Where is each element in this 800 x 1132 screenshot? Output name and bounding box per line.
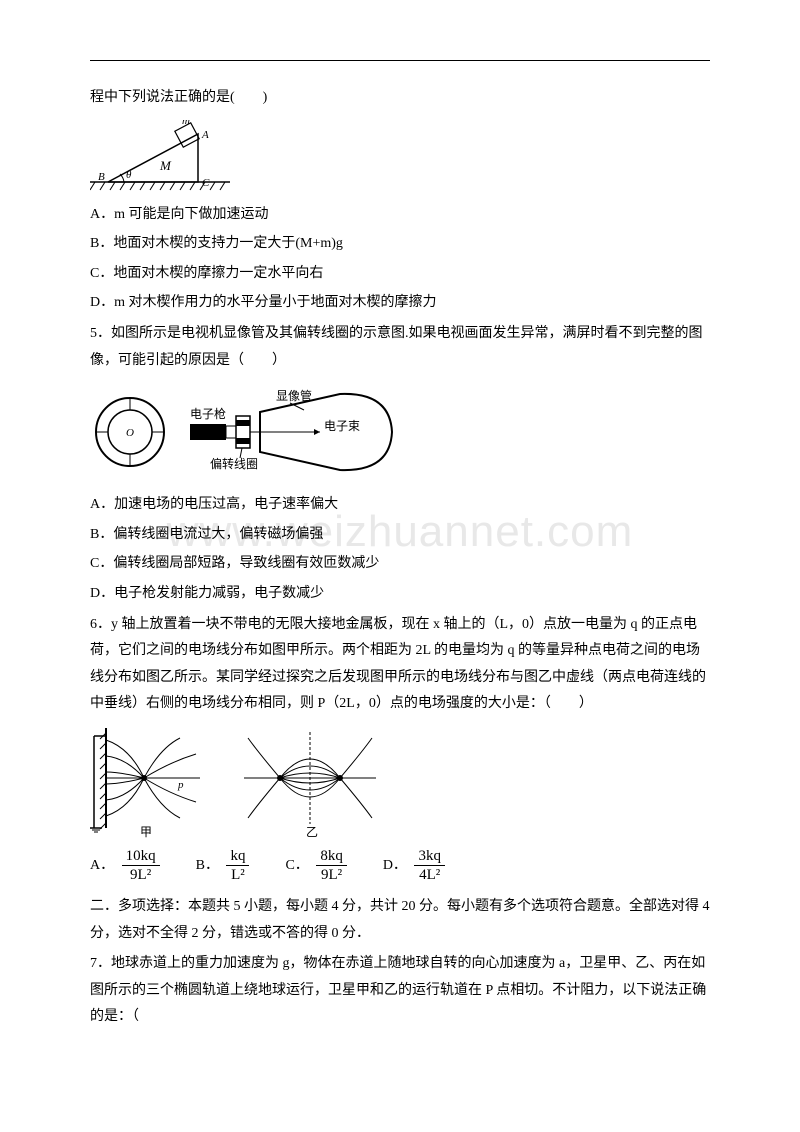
q6-ansB-den: L² — [227, 866, 249, 884]
crt-diagram-svg: O 显像管 电子枪 电子束 偏转线圈 — [90, 382, 410, 482]
q5-optB: B．偏转线圈电流过大，偏转磁场偏强 — [90, 522, 710, 549]
q4-optB: B．地面对木楔的支持力一定大于(M+m)g — [90, 231, 710, 258]
q6-ansD: D． 3kq 4L² — [383, 848, 445, 884]
q6-fig-jia-svg: p 甲 — [90, 728, 210, 838]
q6-ansB-num: kq — [226, 848, 249, 867]
q6-ansA: A． 10kq 9L² — [90, 848, 160, 884]
q5-optC: C．偏转线圈局部短路，导致线圈有效匝数减少 — [90, 551, 710, 578]
q5-figure: O 显像管 电子枪 电子束 偏转线圈 — [90, 382, 710, 482]
wedge-label-theta: θ — [126, 169, 132, 181]
svg-text:p: p — [177, 779, 184, 791]
q6-label-jia: 甲 — [140, 825, 152, 838]
label-coil: 偏转线圈 — [210, 456, 258, 471]
wedge-diagram-svg: m A B C M θ — [90, 120, 230, 192]
q6-ansB: B． kq L² — [196, 848, 250, 884]
q6-ansA-label: A． — [90, 858, 114, 873]
q6-ansC-num: 8kq — [316, 848, 347, 867]
q4-stem-cont: 程中下列说法正确的是( ) — [90, 85, 710, 112]
section2-heading: 二．多项选择：本题共 5 小题，每小题 4 分，共计 20 分。每小题有多个选项… — [90, 894, 710, 947]
wedge-label-C: C — [202, 177, 210, 189]
q6-ansC: C． 8kq 9L² — [285, 848, 346, 884]
q6-ansC-label: C． — [285, 858, 308, 873]
q6-fig-yi-svg: 乙 — [240, 728, 380, 838]
q7-stem: 7．地球赤道上的重力加速度为 g，物体在赤道上随地球自转的向心加速度为 a，卫星… — [90, 951, 710, 1031]
q6-answers: A． 10kq 9L² B． kq L² C． 8kq 9L² D． 3kq — [90, 848, 710, 884]
q6-ansA-frac: 10kq 9L² — [122, 848, 160, 884]
q6-ansD-num: 3kq — [414, 848, 445, 867]
q4-optC: C．地面对木楔的摩擦力一定水平向右 — [90, 261, 710, 288]
q6-ansA-num: 10kq — [122, 848, 160, 867]
q6-ansB-frac: kq L² — [226, 848, 249, 884]
label-tube: 显像管 — [276, 388, 312, 403]
q6-ansC-frac: 8kq 9L² — [316, 848, 347, 884]
q4-optA: A．m 可能是向下做加速运动 — [90, 202, 710, 229]
q6-figures: p 甲 乙 — [90, 728, 710, 838]
top-rule — [90, 60, 710, 61]
q4-figure: m A B C M θ — [90, 120, 710, 192]
label-gun: 电子枪 — [190, 406, 226, 421]
q4-optD: D．m 对木楔作用力的水平分量小于地面对木楔的摩擦力 — [90, 290, 710, 317]
coil-label-O: O — [126, 427, 134, 439]
page-content: 程中下列说法正确的是( ) m A B C M θ A．m 可能是向下做加速 — [90, 60, 710, 1031]
q6-ansA-den: 9L² — [126, 866, 155, 884]
q5-stem: 5．如图所示是电视机显像管及其偏转线圈的示意图.如果电视画面发生异常，满屏时看不… — [90, 321, 710, 374]
wedge-label-m: m — [182, 120, 190, 127]
q6-ansD-frac: 3kq 4L² — [414, 848, 445, 884]
wedge-label-M: M — [159, 158, 172, 173]
q6-ansD-den: 4L² — [415, 866, 444, 884]
q6-ansD-label: D． — [383, 858, 407, 873]
wedge-label-A: A — [201, 129, 209, 141]
q6-ansC-den: 9L² — [317, 866, 346, 884]
q5-optA: A．加速电场的电压过高，电子速率偏大 — [90, 492, 710, 519]
wedge-label-B: B — [98, 171, 105, 183]
q5-optD: D．电子枪发射能力减弱，电子数减少 — [90, 581, 710, 608]
label-beam: 电子束 — [324, 419, 360, 433]
q6-label-yi: 乙 — [306, 825, 318, 838]
q6-stem: 6．y 轴上放置着一块不带电的无限大接地金属板，现在 x 轴上的（L，0）点放一… — [90, 612, 710, 718]
q6-ansB-label: B． — [196, 858, 219, 873]
